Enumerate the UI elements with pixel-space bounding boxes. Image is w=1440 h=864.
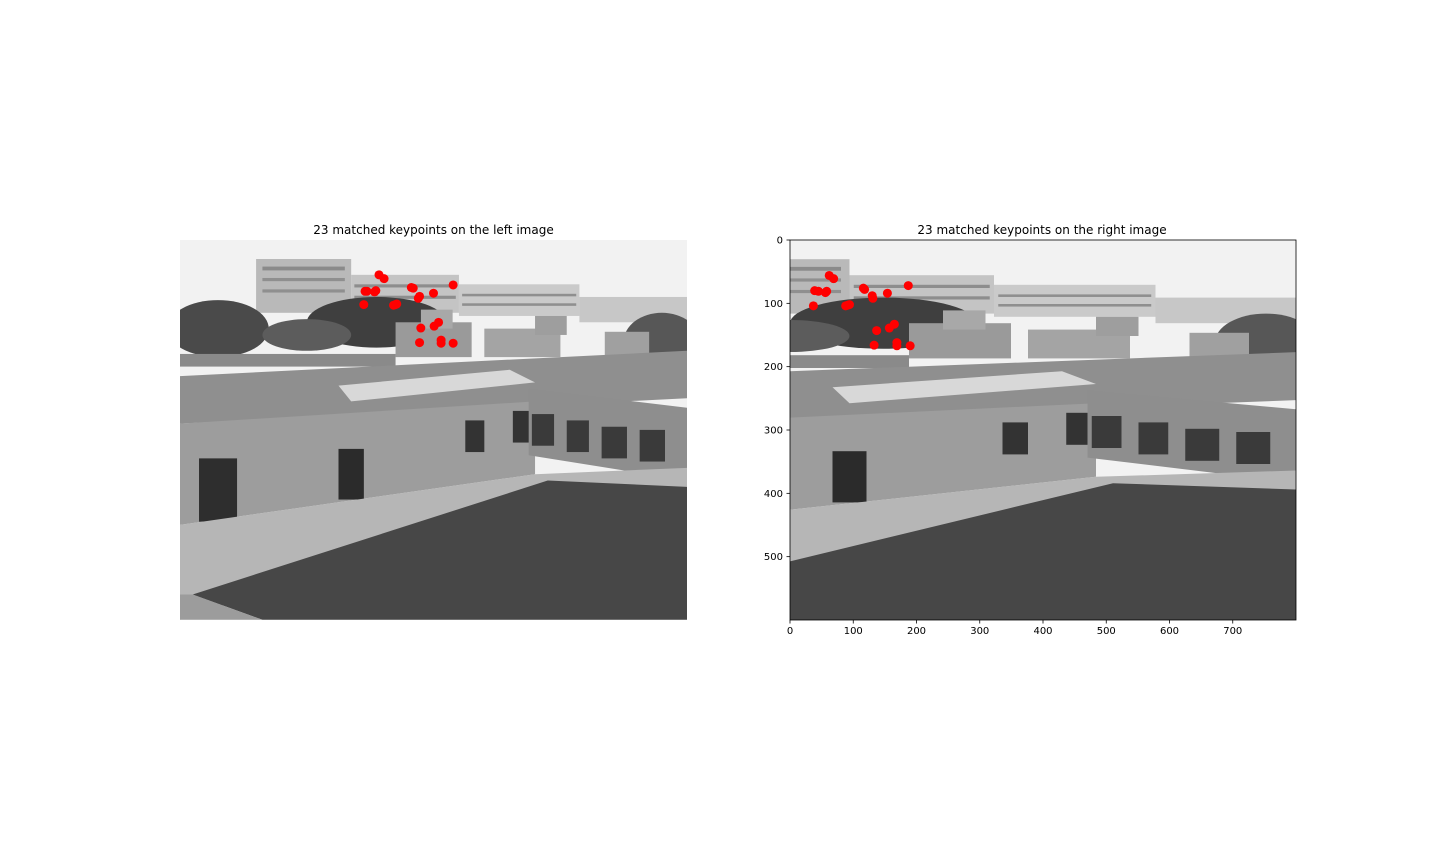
x-tick-label: 100 bbox=[844, 626, 863, 637]
keypoint-left-23 bbox=[391, 300, 400, 309]
keypoint-right-21 bbox=[870, 341, 879, 350]
x-tick-label: 500 bbox=[1097, 626, 1116, 637]
keypoint-left-12 bbox=[359, 300, 368, 309]
right-image bbox=[603, 240, 1317, 624]
keypoint-right-12 bbox=[809, 301, 818, 310]
y-tick-label: 500 bbox=[764, 552, 783, 563]
keypoint-left-20 bbox=[449, 339, 458, 348]
keypoint-right-19 bbox=[892, 341, 901, 350]
keypoint-right-20 bbox=[906, 341, 915, 350]
y-tick-label: 0 bbox=[777, 236, 783, 247]
keypoint-right-17 bbox=[872, 326, 881, 335]
keypoint-left-4 bbox=[361, 287, 370, 296]
x-tick-label: 0 bbox=[787, 626, 793, 637]
y-tick-label: 100 bbox=[764, 299, 783, 310]
keypoint-right-8 bbox=[904, 281, 913, 290]
y-tick-label: 200 bbox=[764, 362, 783, 373]
x-tick-label: 300 bbox=[970, 626, 989, 637]
left-panel: 23 matched keypoints on the left image bbox=[167, 223, 700, 620]
x-tick-label: 600 bbox=[1160, 626, 1179, 637]
y-tick-label: 300 bbox=[764, 426, 783, 437]
keypoint-left-22 bbox=[409, 284, 418, 293]
keypoint-right-23 bbox=[843, 301, 852, 310]
right-title: 23 matched keypoints on the right image bbox=[917, 223, 1166, 237]
keypoint-left-8 bbox=[449, 280, 458, 289]
keypoint-right-16 bbox=[885, 324, 894, 333]
keypoint-left-11 bbox=[414, 294, 423, 303]
keypoint-right-9 bbox=[883, 289, 892, 298]
keypoint-right-11 bbox=[868, 294, 877, 303]
keypoint-left-16 bbox=[430, 322, 439, 331]
keypoint-right-6 bbox=[822, 287, 831, 296]
left-title: 23 matched keypoints on the left image bbox=[313, 223, 553, 237]
keypoint-left-6 bbox=[371, 286, 380, 295]
keypoint-left-2 bbox=[380, 274, 389, 283]
right-panel: 23 matched keypoints on the right image … bbox=[603, 223, 1317, 637]
y-tick-label: 400 bbox=[764, 489, 783, 500]
x-tick-label: 400 bbox=[1033, 626, 1052, 637]
keypoint-left-17 bbox=[416, 324, 425, 333]
keypoint-right-2 bbox=[829, 274, 838, 283]
keypoint-right-22 bbox=[860, 285, 869, 294]
keypoint-left-19 bbox=[437, 339, 446, 348]
x-tick-label: 200 bbox=[907, 626, 926, 637]
x-tick-label: 700 bbox=[1223, 626, 1242, 637]
keypoint-left-21 bbox=[415, 338, 424, 347]
keypoint-left-9 bbox=[429, 289, 438, 298]
